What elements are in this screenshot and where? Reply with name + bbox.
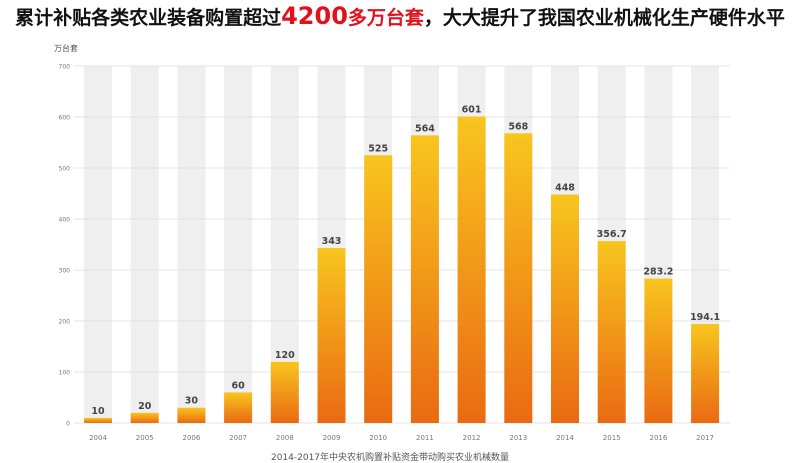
y-tick-label: 700 bbox=[59, 64, 71, 71]
bar-value-label: 448 bbox=[555, 183, 575, 194]
bar-value-label: 194.1 bbox=[690, 312, 720, 323]
bar-2017 bbox=[691, 324, 720, 423]
bar-2008 bbox=[270, 361, 299, 423]
bar-2012 bbox=[457, 116, 486, 424]
bar-value-label: 30 bbox=[185, 396, 199, 407]
x-tick-label: 2011 bbox=[416, 434, 434, 442]
x-tick-label: 2005 bbox=[136, 434, 154, 442]
x-tick-label: 2016 bbox=[649, 434, 667, 442]
title-prefix: 累计补贴各类农业装备购置超过 bbox=[15, 7, 282, 29]
y-tick-label: 0 bbox=[66, 421, 70, 428]
bar-2010 bbox=[364, 155, 393, 423]
y-axis-unit-label: 万台套 bbox=[54, 43, 78, 53]
x-tick-label: 2006 bbox=[182, 434, 200, 442]
bar-value-label: 356.7 bbox=[597, 229, 627, 240]
x-tick-label: 2004 bbox=[89, 434, 107, 442]
bar-2005 bbox=[130, 412, 159, 423]
bar-value-label: 10 bbox=[91, 406, 105, 417]
bar-value-label: 568 bbox=[508, 121, 528, 132]
column-background bbox=[84, 66, 112, 423]
bar-value-label: 525 bbox=[368, 143, 388, 154]
bar-2004 bbox=[84, 417, 112, 423]
column-background bbox=[177, 66, 206, 423]
y-tick-label: 500 bbox=[59, 166, 71, 173]
y-tick-label: 600 bbox=[59, 115, 71, 122]
bar-2007 bbox=[224, 392, 253, 423]
y-tick-label: 200 bbox=[59, 319, 71, 326]
title-suffix: ，大大提升了我国农业机械化生产硬件水平 bbox=[423, 7, 785, 29]
y-tick-label: 300 bbox=[59, 268, 71, 275]
column-background bbox=[130, 66, 159, 423]
page-title: 累计补贴各类农业装备购置超过4200多万台套，大大提升了我国农业机械化生产硬件水… bbox=[0, 2, 800, 30]
bar-2014 bbox=[551, 194, 579, 423]
bar-value-label: 601 bbox=[462, 104, 482, 115]
y-tick-label: 100 bbox=[59, 370, 71, 377]
bar-2006 bbox=[177, 407, 206, 423]
y-tick-label: 400 bbox=[59, 217, 71, 224]
bar-value-label: 120 bbox=[275, 350, 295, 361]
x-tick-label: 2009 bbox=[323, 434, 341, 442]
bar-2013 bbox=[504, 133, 533, 423]
x-tick-label: 2017 bbox=[696, 434, 714, 442]
bar-value-label: 20 bbox=[138, 401, 152, 412]
x-tick-label: 2008 bbox=[276, 434, 294, 442]
title-highlight-unit: 多万台套 bbox=[347, 7, 424, 29]
x-axis-caption: 2014-2017年中央农机购置补贴资金带动购买农业机械数量 bbox=[271, 451, 509, 463]
x-tick-label: 2014 bbox=[556, 434, 574, 442]
x-tick-label: 2015 bbox=[603, 434, 621, 442]
bar-value-label: 60 bbox=[231, 380, 245, 391]
bar-2011 bbox=[410, 135, 439, 424]
x-tick-label: 2012 bbox=[463, 434, 481, 442]
x-tick-label: 2013 bbox=[509, 434, 527, 442]
x-tick-label: 2007 bbox=[229, 434, 247, 442]
bar-2009 bbox=[317, 248, 346, 423]
bar-2016 bbox=[644, 278, 673, 423]
bar-value-label: 564 bbox=[415, 123, 435, 134]
bar-2015 bbox=[597, 241, 626, 423]
bar-value-label: 343 bbox=[322, 236, 342, 247]
title-highlight-number: 4200 bbox=[281, 2, 348, 30]
bar-value-label: 283.2 bbox=[643, 267, 673, 278]
x-tick-label: 2010 bbox=[369, 434, 387, 442]
column-background bbox=[224, 66, 253, 423]
